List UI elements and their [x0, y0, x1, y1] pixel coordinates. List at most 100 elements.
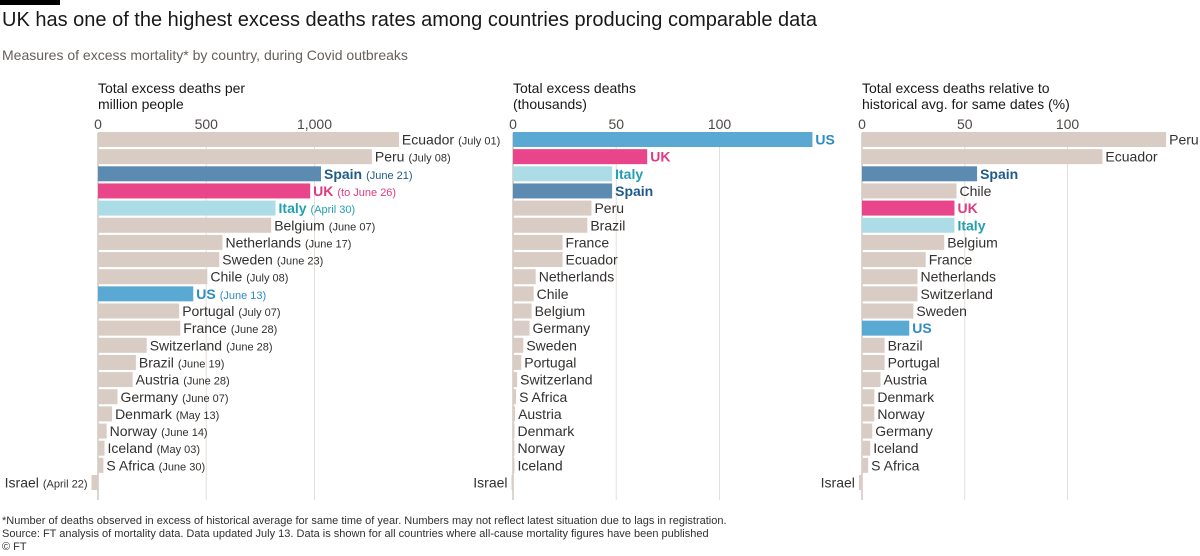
tick-label: 50 [957, 116, 973, 132]
bar-sweden [862, 303, 914, 319]
bar-portugal [98, 303, 180, 319]
bar-peru [862, 132, 1167, 147]
bar-label: France [929, 252, 973, 268]
tick-label: 0 [509, 116, 517, 132]
bar-label: Belgium [535, 303, 586, 319]
bar-germany [862, 423, 873, 439]
bar-label: Brazil (June 19) [139, 354, 225, 370]
tick-label: 0 [858, 116, 866, 132]
bar-label: Israel [821, 475, 855, 491]
bar-label: Italy (April 30) [279, 200, 356, 216]
bar-s-africa [98, 457, 104, 473]
bar-sweden [513, 337, 524, 353]
chart-panel-3: Total excess deaths relative tohistorica… [821, 80, 1199, 500]
bar-belgium [513, 303, 532, 319]
bar-label: Norway (June 14) [110, 423, 208, 439]
bar-spain [513, 183, 613, 199]
bar-label: Portugal [888, 354, 940, 370]
bar-label: Denmark (May 13) [115, 406, 219, 422]
bar-label: Austria (June 28) [136, 372, 230, 388]
bar-label: S Africa [519, 389, 567, 405]
bar-label: Austria [518, 406, 562, 422]
bar-label: Germany (June 07) [120, 389, 228, 405]
bar-italy [98, 200, 276, 216]
bar-label: Germany [875, 423, 933, 439]
bar-s-africa [862, 457, 869, 473]
bar-austria [98, 372, 133, 388]
panel-title-line: Total excess deaths per [98, 80, 245, 96]
bar-label: Netherlands [539, 269, 615, 285]
bar-us [862, 320, 910, 336]
bar-iceland [862, 440, 871, 456]
bar-label: UK [957, 200, 977, 216]
tick-label: 500 [195, 116, 219, 132]
bar-label: Iceland (May 03) [107, 440, 200, 456]
bar-france [862, 252, 926, 268]
chart-panel-2: Total excess deaths(thousands) 0 50 100 US UK… [473, 80, 835, 500]
bar-label: Norway [877, 406, 924, 422]
bar-switzerland [98, 337, 147, 353]
bar-label: Brazil [590, 217, 625, 233]
bar-denmark [862, 389, 875, 405]
tick-label: 100 [1056, 116, 1080, 132]
chart-subtitle: Measures of excess mortality* by country… [2, 47, 408, 63]
bar-label: Ecuador [566, 252, 618, 268]
bar-label: France [566, 234, 610, 250]
bar-label: Spain [615, 183, 653, 199]
bar-norway [98, 423, 107, 439]
bar-label: Iceland [873, 440, 918, 456]
bar-switzerland [513, 372, 518, 388]
bar-austria [513, 406, 516, 422]
bar-iceland [98, 440, 105, 456]
bar-label: Denmark [518, 423, 576, 439]
bar-label: Chile [960, 183, 992, 199]
bar-belgium [98, 217, 272, 233]
bar-switzerland [862, 286, 918, 302]
bar-italy [513, 166, 613, 182]
bar-label: UK (to June 26) [313, 183, 396, 199]
bar-germany [513, 320, 530, 336]
bar-israel [511, 475, 513, 490]
tick-label: 100 [708, 116, 732, 132]
bar-label: Brazil [888, 337, 923, 353]
bar-ecuador [513, 252, 563, 268]
bar-us [98, 286, 194, 302]
bar-us [513, 132, 813, 147]
bar-label: Chile (July 08) [210, 269, 288, 285]
bar-germany [98, 389, 118, 405]
bar-chile [513, 286, 534, 302]
bar-netherlands [513, 269, 536, 285]
bar-label: France (June 28) [183, 320, 277, 336]
bar-uk [862, 200, 955, 216]
bar-label: Sweden [526, 337, 577, 353]
bar-ecuador [862, 149, 1103, 165]
bar-label: Belgium (June 07) [274, 217, 375, 233]
bar-chile [98, 269, 208, 285]
tick-label: 0 [94, 116, 102, 132]
bar-portugal [513, 354, 522, 370]
bar-spain [98, 166, 321, 182]
bar-chile [862, 183, 957, 199]
bar-austria [862, 372, 881, 388]
bar-label: Sweden [916, 303, 967, 319]
panel-title-line: historical avg. for same dates (%) [862, 96, 1070, 112]
bar-brazil [98, 354, 136, 370]
bar-france [513, 234, 563, 250]
bar-label: Ecuador [1105, 149, 1157, 165]
source-note: Source: FT analysis of mortality data. D… [2, 528, 709, 540]
bar-label: Austria [883, 372, 927, 388]
bar-label: Netherlands [920, 269, 996, 285]
footer: *Number of deaths observed in excess of … [2, 515, 727, 554]
bar-sweden [98, 252, 220, 268]
bar-label: Iceland [518, 457, 563, 473]
bar-label: Chile [537, 286, 569, 302]
bar-label: Switzerland [920, 286, 992, 302]
bar-label: US [815, 132, 834, 148]
bar-netherlands [98, 234, 223, 250]
panel-title-line: Total excess deaths [513, 80, 636, 96]
panel-title-line: million people [98, 96, 184, 112]
bar-label: Denmark [877, 389, 935, 405]
bar-norway [862, 406, 875, 422]
bar-italy [862, 217, 955, 233]
